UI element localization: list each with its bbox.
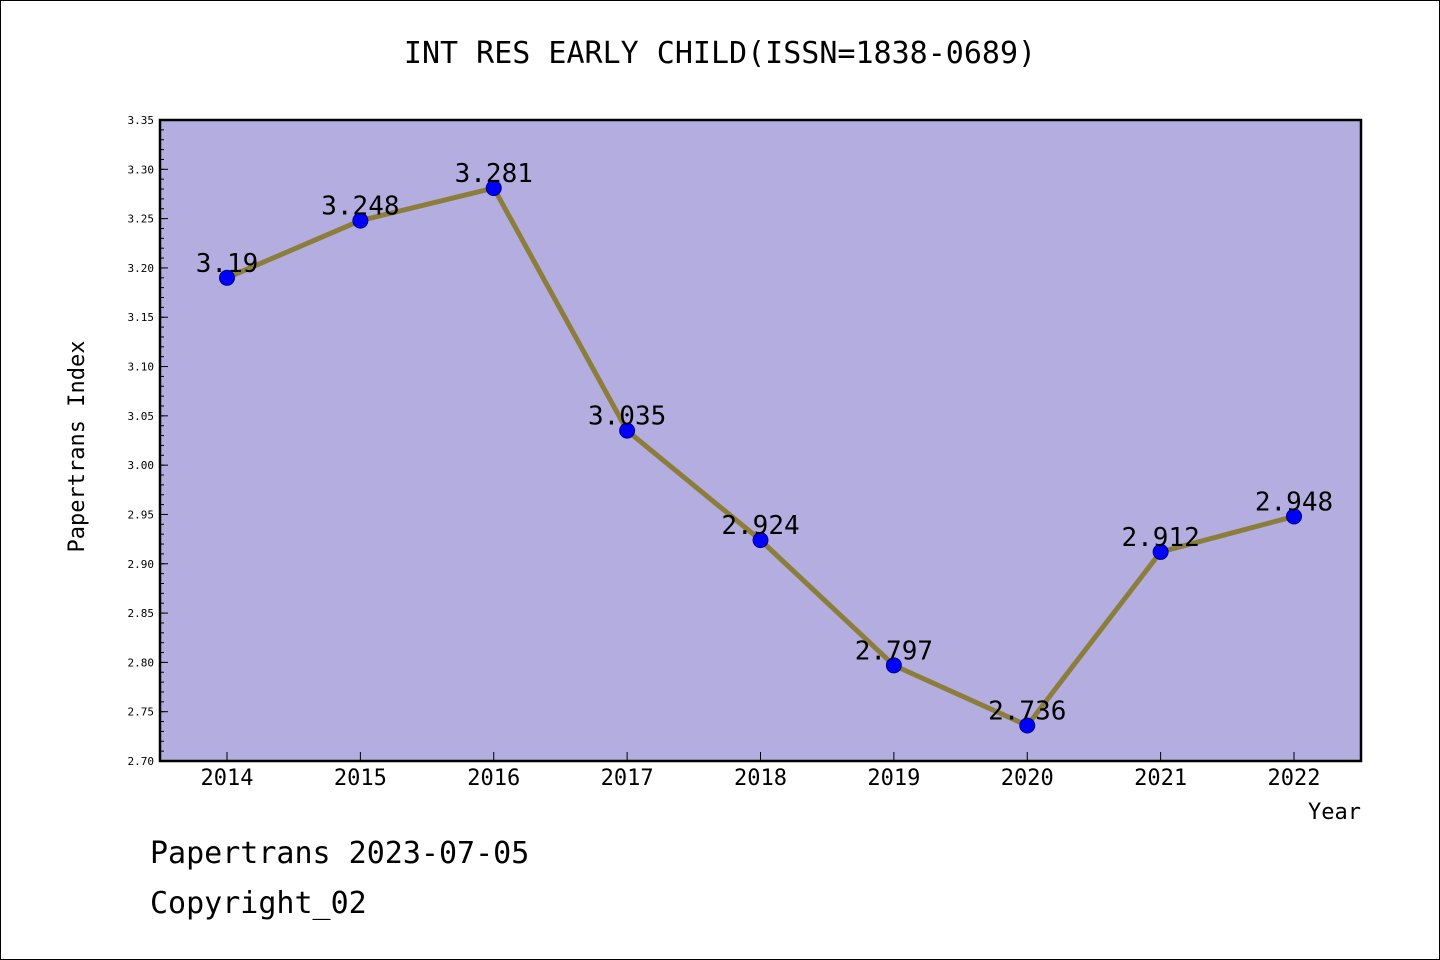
x-axis: 2014 2015 2016 2017 2018 2019 2020 2021 2022 xyxy=(201,752,1321,791)
data-label: 3.19 xyxy=(196,249,259,279)
y-tick-label: 3.25 xyxy=(128,213,155,226)
data-points xyxy=(219,180,1302,734)
data-point xyxy=(352,212,369,229)
x-tick-label: 2017 xyxy=(601,766,654,791)
y-axis: 2.70 2.75 2.80 2.85 2.90 2.95 3.00 3.05 3.10 3.15… xyxy=(128,114,168,768)
data-label: 2.948 xyxy=(1255,487,1333,517)
y-tick-label: 2.90 xyxy=(128,558,155,571)
data-label: 2.797 xyxy=(855,636,933,666)
y-tick-label: 3.30 xyxy=(128,163,155,176)
x-tick-label: 2016 xyxy=(467,766,520,791)
data-label: 3.248 xyxy=(321,192,399,222)
data-point xyxy=(619,422,636,439)
data-label: 3.281 xyxy=(455,159,533,189)
x-tick-label: 2021 xyxy=(1134,766,1187,791)
data-labels: 3.19 3.248 3.281 3.035 2.924 2.797 2.736 2.912 2… xyxy=(196,159,1333,726)
y-tick-label: 2.70 xyxy=(128,755,155,768)
y-tick-label: 3.00 xyxy=(128,459,155,472)
y-tick-label: 3.20 xyxy=(128,262,155,275)
x-tick-label: 2015 xyxy=(334,766,387,791)
data-label: 2.736 xyxy=(988,696,1066,726)
x-tick-label: 2018 xyxy=(734,766,787,791)
data-point xyxy=(885,657,902,674)
data-point xyxy=(1152,543,1169,560)
data-label: 2.924 xyxy=(721,511,799,541)
data-point xyxy=(1286,508,1302,525)
x-axis-label: Year xyxy=(1308,800,1361,825)
x-tick-label: 2014 xyxy=(201,766,254,791)
data-point xyxy=(219,269,235,286)
chart-title: INT RES EARLY CHILD(ISSN=1838-0689) xyxy=(403,36,1037,71)
data-label: 3.035 xyxy=(588,402,666,432)
y-tick-label: 2.85 xyxy=(128,607,155,620)
x-tick-label: 2020 xyxy=(1001,766,1054,791)
x-tick-label: 2019 xyxy=(867,766,920,791)
y-tick-label: 3.35 xyxy=(128,114,155,127)
y-tick-label: 3.10 xyxy=(128,361,155,374)
data-point xyxy=(485,180,502,197)
y-tick-label: 2.75 xyxy=(128,706,155,719)
y-tick-label: 3.15 xyxy=(128,311,155,324)
data-point xyxy=(752,532,769,549)
footer-date: Papertrans 2023-07-05 xyxy=(150,836,530,871)
data-label: 2.912 xyxy=(1121,523,1199,553)
data-point xyxy=(1019,717,1036,734)
y-axis-label: Papertrans Index xyxy=(65,341,90,553)
footer-copyright: Copyright_02 xyxy=(150,886,367,921)
y-tick-label: 2.80 xyxy=(128,656,155,669)
y-tick-label: 2.95 xyxy=(128,508,155,521)
y-tick-label: 3.05 xyxy=(128,410,155,423)
x-tick-label: 2022 xyxy=(1268,766,1321,791)
